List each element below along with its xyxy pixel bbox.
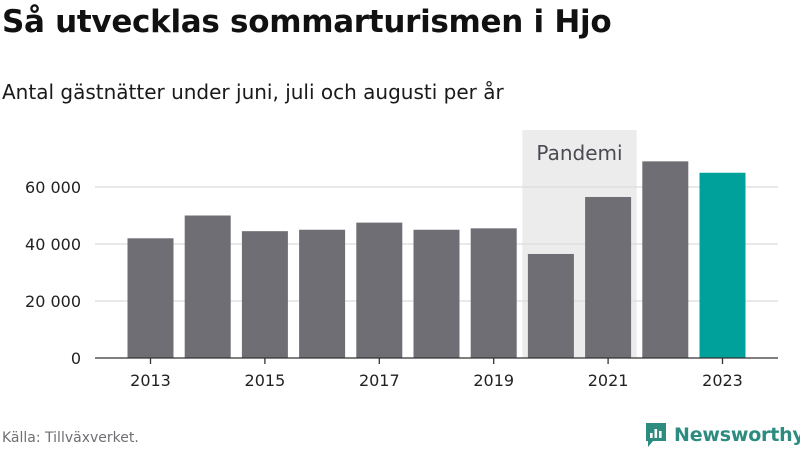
y-tick-label: 0 — [71, 349, 81, 368]
bar-2022 — [642, 161, 689, 358]
pandemic-label: Pandemi — [536, 141, 622, 165]
newsworthy-logo-icon — [646, 423, 666, 447]
y-tick-label: 40 000 — [25, 235, 81, 254]
chart-subtitle: Antal gästnätter under juni, juli och au… — [2, 80, 504, 104]
y-tick-label: 20 000 — [25, 292, 81, 311]
x-tick-label: 2013 — [130, 371, 171, 390]
x-tick-label: 2015 — [245, 371, 286, 390]
bar-2016 — [299, 229, 346, 358]
source-note: Källa: Tillväxverket. — [2, 430, 139, 446]
bar-2021 — [585, 196, 632, 358]
bar-2017 — [356, 222, 403, 358]
chart-title: Så utvecklas sommarturismen i Hjo — [2, 4, 612, 40]
bar-2019 — [470, 228, 517, 358]
bar-2018 — [413, 229, 460, 358]
bar-2015 — [241, 231, 288, 358]
x-tick-label: 2023 — [702, 371, 743, 390]
bar-2020 — [527, 253, 574, 358]
y-tick-label: 60 000 — [25, 178, 81, 197]
x-tick-label: 2021 — [588, 371, 629, 390]
bar-2014 — [184, 215, 231, 358]
x-tick-label: 2017 — [359, 371, 400, 390]
newsworthy-logo: Newsworthy — [644, 420, 800, 450]
bar-2013 — [127, 238, 174, 358]
bar-2023 — [699, 172, 746, 358]
x-tick-label: 2019 — [473, 371, 514, 390]
newsworthy-logo-text: Newsworthy — [674, 424, 800, 446]
